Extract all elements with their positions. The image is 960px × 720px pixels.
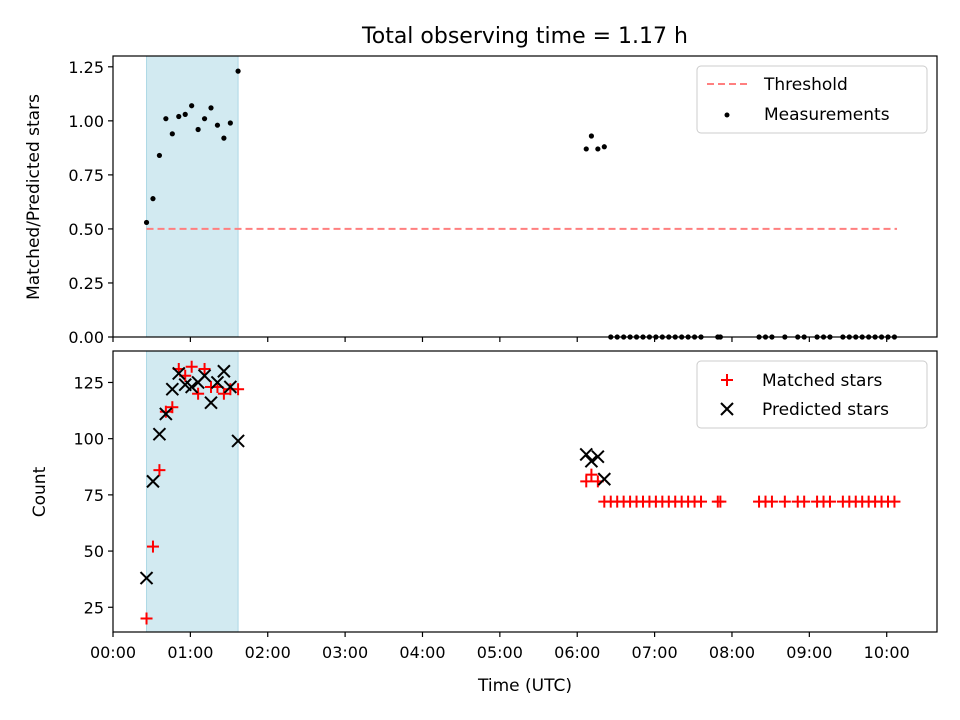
legend-threshold-label: Threshold [763,75,848,95]
matched-star-point [798,495,811,508]
y-tick-label: 75 [84,486,104,505]
x-tick-label: 01:00 [167,643,213,662]
legend-predicted-swatch [720,402,734,416]
bottom-ylabel: Count [30,466,50,517]
matched-star-point [192,387,205,400]
predicted-star-point [197,369,212,383]
measurement-point [143,219,150,226]
measurement-point [595,146,601,152]
top-axes-frame [112,55,938,338]
matched-star-point [580,475,593,488]
y-tick-label: 100 [73,430,104,449]
x-tick-label: 09:00 [786,643,832,662]
matched-star-point [765,495,778,508]
predicted-star-point [165,382,180,396]
predicted-star-point [146,474,160,489]
measurement-point [163,116,169,122]
top-legend: Threshold Measurements [696,65,928,134]
measurement-point [182,111,188,117]
measurement-point [201,116,208,122]
measurement-point [583,146,589,152]
matched-star-point [695,495,708,508]
matched-star-point [185,360,198,373]
shaded-interval [146,350,239,633]
bottom-legend: Matched stars Predicted stars [696,360,928,429]
matched-star-point [823,495,836,508]
y-tick-label: 1.00 [68,112,104,131]
x-tick-label: 05:00 [477,643,523,662]
measurement-point [208,105,214,111]
x-tick-label: 00:00 [90,643,136,662]
x-tick-label: 08:00 [709,643,755,662]
matched-star-point [585,468,598,481]
x-tick-label: 10:00 [864,643,910,662]
legend-measurements-swatch [724,112,730,118]
measurement-point [227,120,233,126]
x-tick-label: 06:00 [554,643,600,662]
bottom-axes-frame [112,350,938,633]
bottom-panel: 25 50 75 100 125 00:00 01:00 02:00 03:00 04:00 05… [30,350,938,696]
predicted-star-point [152,427,167,441]
predicted-star-point [139,571,154,585]
matched-star-point [166,401,179,414]
y-tick-label: 0.00 [68,328,104,347]
matched-star-point [217,387,230,400]
y-tick-label: 50 [84,542,104,561]
predicted-star-point [210,375,225,390]
legend-measurements-label: Measurements [764,105,890,125]
legend-matched-swatch [721,374,733,386]
matched-star-point [714,495,727,508]
predicted-star-point [217,364,231,378]
measurement-point [169,131,175,137]
matched-star-point [146,540,159,553]
matched-star-point [198,362,211,375]
x-tick-label: 02:00 [245,643,291,662]
x-tick-label: 03:00 [322,643,368,662]
measurement-point [189,103,195,109]
predicted-star-point [223,380,238,394]
x-tick-label: 04:00 [399,643,445,662]
top-legend-box [696,65,928,134]
top-panel: 0.00 0.25 0.50 0.75 1.00 1.25 Matched/Predict… [24,55,938,347]
measurement-point [221,135,227,141]
y-tick-label: 0.50 [68,220,104,239]
matched-star-point [159,405,172,418]
measurement-point [176,113,182,120]
predicted-star-point [584,454,599,468]
measurement-point [588,133,595,139]
shaded-interval [146,55,239,338]
predicted-star-point [172,366,186,381]
y-tick-label: 0.25 [68,274,104,293]
y-tick-label: 125 [73,373,104,392]
measurement-point [156,152,163,159]
y-tick-label: 0.75 [68,166,104,185]
predicted-star-point [597,472,612,486]
x-tick-label: 07:00 [632,643,678,662]
top-ylabel: Matched/Predicted stars [24,94,44,300]
measurement-point [601,144,607,150]
x-axis-label: Time (UTC) [477,676,572,696]
matched-star-point [888,495,901,508]
measurement-point [195,126,201,133]
predicted-star-point [591,449,605,464]
predicted-star-point [231,434,245,448]
measurement-point [214,122,221,128]
legend-predicted-label: Predicted stars [762,400,889,420]
predicted-star-point [204,395,218,410]
measurement-point [235,68,241,74]
measurement-point [150,196,156,202]
bottom-legend-box [696,360,928,429]
legend-matched-label: Matched stars [762,371,882,391]
predicted-star-point [159,407,173,421]
y-tick-label: 1.25 [68,58,104,77]
y-tick-label: 25 [84,598,104,617]
matched-star-point [140,612,153,625]
predicted-star-point [184,380,199,394]
matched-star-point [232,383,245,396]
predicted-star-point [579,447,593,462]
chart-title: Total observing time = 1.17 h [361,24,688,49]
matched-star-point [153,464,166,477]
matched-star-point [778,495,791,508]
